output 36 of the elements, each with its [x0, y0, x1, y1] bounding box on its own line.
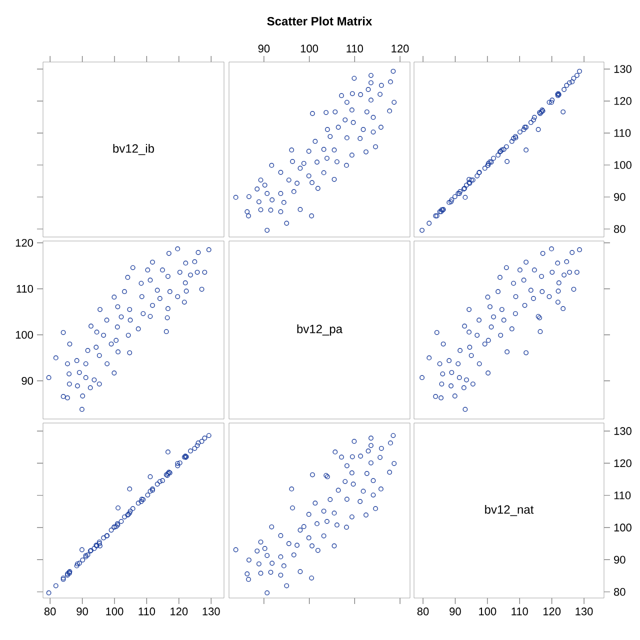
text: bv12_pa	[297, 324, 343, 336]
x-tick-label: 130	[576, 608, 593, 616]
x-tick-label: 90	[76, 608, 88, 616]
x-tick-label: 120	[392, 44, 409, 52]
x-tick-label: 110	[512, 608, 528, 616]
y-tick-label: 110	[16, 284, 34, 293]
y-tick-label: 110	[614, 492, 631, 500]
x-tick-label: 80	[44, 608, 56, 616]
y-tick-label: 90	[22, 376, 34, 385]
x-tick-label: 90	[450, 608, 461, 616]
y-tick-label: 130	[614, 65, 632, 73]
x-tick-label: 120	[170, 608, 188, 616]
y-tick-label: 120	[614, 97, 632, 105]
chart-title: Scatter Plot Matrix	[267, 16, 372, 26]
y-tick-label: 100	[614, 524, 632, 532]
x-tick-label: 110	[138, 608, 156, 616]
x-tick-label: 110	[346, 44, 363, 52]
y-tick-label: 90	[614, 556, 626, 564]
annotation: bv12_ib	[113, 144, 154, 156]
annotation: bv12_nat	[485, 504, 534, 516]
y-tick-label: 110	[614, 129, 631, 137]
y-tick-label: 100	[16, 330, 34, 339]
y-tick-label: 80	[614, 588, 626, 596]
x-tick-label: 120	[543, 608, 561, 616]
x-tick-label: 130	[202, 608, 220, 616]
y-tick-label: 130	[614, 427, 632, 435]
y-tick-label: 120	[16, 238, 34, 247]
x-tick-label: 80	[417, 608, 429, 616]
y-tick-label: 120	[614, 459, 632, 468]
y-tick-label: 100	[614, 161, 632, 169]
y-tick-label: 90	[614, 193, 626, 201]
x-tick-label: 100	[106, 608, 124, 616]
x-tick-label: 100	[479, 608, 496, 616]
y-tick-label: 80	[614, 225, 626, 233]
x-tick-label: 100	[300, 44, 318, 52]
x-tick-label: 90	[258, 44, 270, 52]
